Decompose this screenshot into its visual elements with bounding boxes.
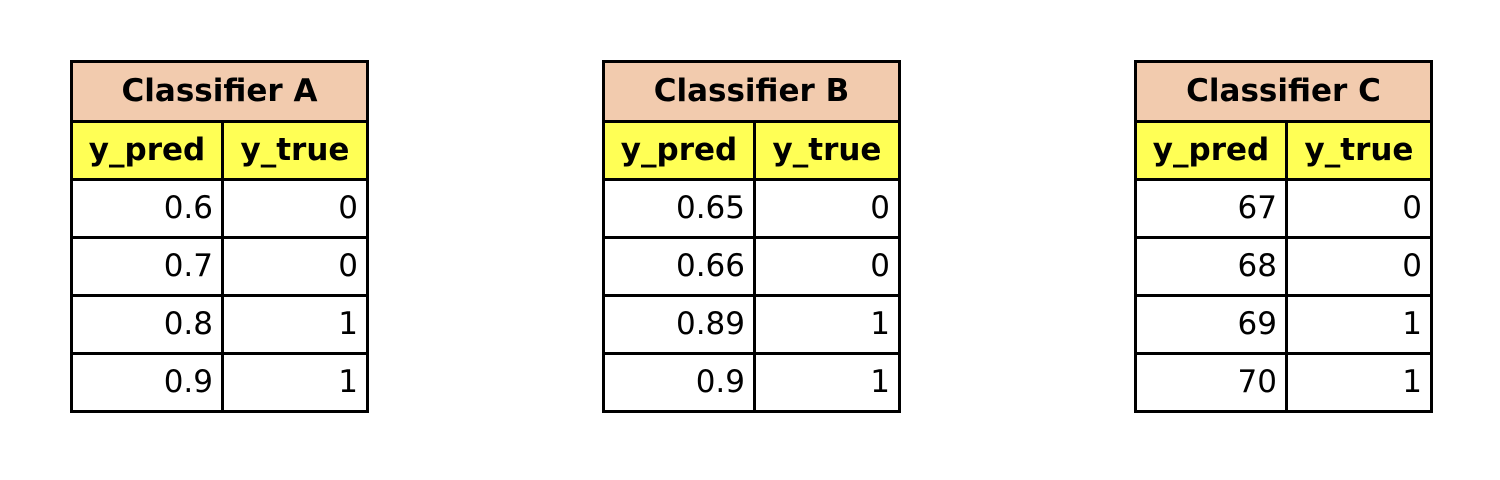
table-row: 0.6 0 [70, 178, 369, 239]
y-pred-cell: 0.9 [70, 352, 224, 413]
y-true-cell: 1 [221, 352, 369, 413]
classifier-a-table: Classifier A y_pred y_true 0.6 0 0.7 0 0… [70, 60, 369, 413]
column-header-y-pred: y_pred [602, 120, 756, 181]
classifier-b-table: Classifier B y_pred y_true 0.65 0 0.66 0… [601, 60, 902, 413]
table-header-row: y_pred y_true [70, 120, 369, 181]
y-true-cell: 1 [752, 352, 902, 413]
y-pred-cell: 67 [1134, 178, 1288, 239]
table-header-row: y_pred y_true [1134, 120, 1434, 181]
column-header-y-pred: y_pred [1134, 120, 1288, 181]
y-pred-cell: 68 [1134, 236, 1288, 297]
table-title: Classifier B [601, 60, 902, 123]
column-header-y-true: y_true [1284, 120, 1434, 181]
table-header-row: y_pred y_true [602, 120, 902, 181]
column-header-y-pred: y_pred [70, 120, 224, 181]
table-title-row: Classifier A [70, 60, 369, 123]
table-row: 67 0 [1134, 178, 1434, 239]
table-row: 0.9 1 [602, 352, 902, 413]
y-pred-cell: 0.7 [70, 236, 224, 297]
y-true-cell: 1 [752, 294, 902, 355]
table-row: 0.9 1 [70, 352, 369, 413]
table-row: 0.89 1 [602, 294, 902, 355]
y-pred-cell: 0.6 [70, 178, 224, 239]
table-row: 68 0 [1134, 236, 1434, 297]
y-pred-cell: 69 [1134, 294, 1288, 355]
y-true-cell: 0 [752, 178, 902, 239]
table-title: Classifier A [70, 60, 369, 123]
y-true-cell: 0 [752, 236, 902, 297]
table-row: 0.8 1 [70, 294, 369, 355]
classifier-c-table: Classifier C y_pred y_true 67 0 68 0 69 … [1133, 60, 1434, 413]
table-row: 69 1 [1134, 294, 1434, 355]
y-true-cell: 0 [1284, 236, 1434, 297]
y-true-cell: 1 [221, 294, 369, 355]
table-title: Classifier C [1133, 60, 1434, 123]
y-pred-cell: 70 [1134, 352, 1288, 413]
y-pred-cell: 0.65 [602, 178, 756, 239]
table-title-row: Classifier B [601, 60, 902, 123]
y-true-cell: 0 [1284, 178, 1434, 239]
table-row: 70 1 [1134, 352, 1434, 413]
y-true-cell: 0 [221, 178, 369, 239]
y-pred-cell: 0.9 [602, 352, 756, 413]
table-row: 0.65 0 [602, 178, 902, 239]
table-row: 0.7 0 [70, 236, 369, 297]
table-title-row: Classifier C [1133, 60, 1434, 123]
column-header-y-true: y_true [752, 120, 902, 181]
table-row: 0.66 0 [602, 236, 902, 297]
y-pred-cell: 0.89 [602, 294, 756, 355]
y-true-cell: 1 [1284, 352, 1434, 413]
y-true-cell: 0 [221, 236, 369, 297]
y-true-cell: 1 [1284, 294, 1434, 355]
y-pred-cell: 0.66 [602, 236, 756, 297]
column-header-y-true: y_true [221, 120, 369, 181]
y-pred-cell: 0.8 [70, 294, 224, 355]
